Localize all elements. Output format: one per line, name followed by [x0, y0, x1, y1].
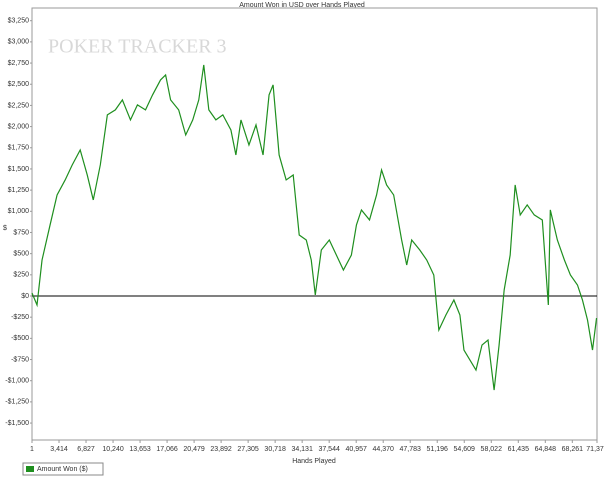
watermark: POKER TRACKER 3: [48, 36, 227, 58]
x-tick-label: 10,240: [102, 446, 124, 453]
y-tick-label: -$750: [11, 356, 29, 363]
x-tick-label: 34,131: [291, 446, 313, 453]
y-tick-label: -$1,250: [5, 399, 29, 406]
x-tick-label: 71,379: [586, 446, 604, 453]
x-tick-label: 27,305: [237, 446, 259, 453]
x-tick-label: 44,370: [372, 446, 394, 453]
y-tick-label: $3,250: [8, 18, 30, 25]
y-tick-label: -$1,000: [5, 378, 29, 385]
y-tick-label: $3,000: [8, 39, 30, 46]
x-tick-label: 17,066: [156, 446, 178, 453]
x-tick-label: 13,653: [129, 446, 151, 453]
x-tick-label: 68,261: [562, 446, 584, 453]
x-axis-label: Hands Played: [292, 458, 336, 465]
plot-frame: [31, 7, 598, 441]
x-tick-label: 6,827: [77, 446, 95, 453]
y-tick-label: -$1,500: [5, 420, 29, 427]
y-tick-label: $500: [13, 250, 29, 257]
y-tick-label: -$250: [11, 314, 29, 321]
y-tick-label: $1,750: [8, 145, 30, 152]
x-tick-label: 64,848: [535, 446, 557, 453]
y-tick-label: $2,750: [8, 60, 30, 67]
y-axis-label: $: [3, 225, 7, 232]
y-tick-label: $1,000: [8, 208, 30, 215]
x-tick-label: 20,479: [183, 446, 205, 453]
series-line: [31, 64, 598, 391]
x-tick-label: 40,957: [345, 446, 367, 453]
x-tick-label: 1: [30, 446, 34, 453]
y-tick-label: -$500: [11, 335, 29, 342]
x-tick-label: 3,414: [50, 446, 68, 453]
x-tick-label: 47,783: [400, 446, 422, 453]
x-tick-label: 51,196: [427, 446, 449, 453]
y-tick-label: $2,000: [8, 123, 30, 130]
x-tick-label: 30,718: [264, 446, 286, 453]
x-tick-label: 61,435: [508, 446, 530, 453]
y-tick-label: $2,500: [8, 81, 30, 88]
legend: [22, 462, 104, 476]
y-tick-label: $250: [13, 272, 29, 279]
x-tick-label: 23,892: [210, 446, 232, 453]
y-tick-label: $1,250: [8, 187, 30, 194]
y-tick-label: $1,500: [8, 166, 30, 173]
y-tick-label: $2,250: [8, 102, 30, 109]
legend-label: Amount Won ($): [37, 466, 88, 473]
legend-swatch: [26, 466, 34, 472]
y-tick-label: $750: [13, 229, 29, 236]
x-tick-label: 54,609: [454, 446, 476, 453]
x-tick-label: 58,022: [481, 446, 503, 453]
x-tick-label: 37,544: [318, 446, 340, 453]
y-tick-label: $0: [21, 293, 29, 300]
chart-title: Amount Won in USD over Hands Played: [239, 2, 365, 9]
